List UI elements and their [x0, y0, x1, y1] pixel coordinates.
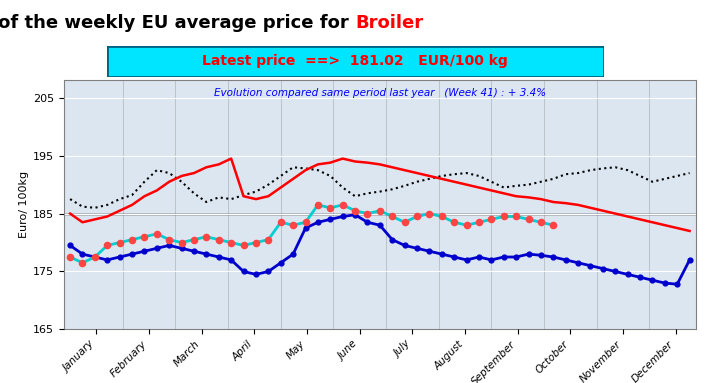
- Point: [324, 216, 336, 223]
- Text: Evolution compared same period last year   (Week 41) : + 3.4%: Evolution compared same period last year…: [214, 88, 546, 98]
- Point: [672, 281, 683, 287]
- Point: [486, 216, 497, 223]
- Point: [461, 257, 472, 263]
- Point: [647, 277, 658, 283]
- Point: [362, 211, 373, 217]
- Point: [238, 242, 249, 249]
- Point: [300, 219, 311, 225]
- Point: [263, 268, 274, 275]
- Point: [510, 213, 522, 219]
- Point: [77, 251, 88, 257]
- Point: [151, 245, 163, 251]
- Point: [449, 219, 460, 225]
- Y-axis label: Euro/ 100kg: Euro/ 100kg: [19, 171, 29, 239]
- Point: [176, 239, 187, 246]
- Point: [610, 268, 621, 275]
- Point: [188, 237, 200, 243]
- Text: Evolution of the weekly EU average price for: Evolution of the weekly EU average price…: [0, 14, 355, 32]
- Point: [436, 213, 447, 219]
- Point: [684, 257, 695, 263]
- Text: Broiler: Broiler: [355, 14, 423, 32]
- Point: [585, 263, 596, 269]
- Point: [411, 213, 422, 219]
- Point: [77, 260, 88, 266]
- Point: [349, 212, 361, 218]
- Point: [597, 265, 608, 272]
- Point: [114, 254, 126, 260]
- Point: [89, 254, 101, 260]
- Point: [362, 219, 373, 225]
- Point: [151, 231, 163, 237]
- Point: [226, 239, 237, 246]
- Point: [474, 254, 485, 260]
- Point: [288, 251, 299, 257]
- Point: [461, 222, 472, 228]
- Point: [560, 257, 572, 263]
- Point: [126, 237, 138, 243]
- Point: [523, 216, 534, 223]
- Point: [411, 245, 422, 251]
- Point: [201, 234, 212, 240]
- Point: [163, 242, 175, 249]
- Point: [337, 202, 349, 208]
- Point: [65, 254, 76, 260]
- Point: [102, 257, 113, 263]
- Point: [163, 237, 175, 243]
- Point: [263, 237, 274, 243]
- Point: [349, 208, 361, 214]
- Point: [510, 254, 522, 260]
- Point: [213, 237, 224, 243]
- Point: [634, 274, 645, 280]
- Point: [386, 237, 398, 243]
- Point: [238, 268, 249, 275]
- FancyBboxPatch shape: [106, 46, 604, 77]
- Point: [138, 248, 150, 254]
- Point: [201, 251, 212, 257]
- Point: [337, 213, 349, 219]
- Point: [622, 271, 633, 277]
- Point: [474, 219, 485, 225]
- Point: [498, 254, 510, 260]
- Point: [547, 254, 559, 260]
- Point: [424, 211, 435, 217]
- Point: [486, 257, 497, 263]
- Point: [324, 205, 336, 211]
- Point: [213, 254, 224, 260]
- Point: [547, 222, 559, 228]
- Point: [250, 271, 261, 277]
- Point: [275, 260, 286, 266]
- Point: [65, 242, 76, 249]
- Point: [188, 248, 200, 254]
- Point: [176, 245, 187, 251]
- Point: [374, 208, 386, 214]
- Text: Latest price  ==>  181.02   EUR/100 kg: Latest price ==> 181.02 EUR/100 kg: [202, 54, 508, 68]
- Point: [424, 248, 435, 254]
- Point: [102, 242, 113, 249]
- Point: [572, 260, 584, 266]
- Point: [126, 251, 138, 257]
- Point: [312, 219, 324, 225]
- Point: [114, 239, 126, 246]
- Point: [659, 280, 670, 286]
- Point: [89, 254, 101, 260]
- Point: [535, 252, 547, 259]
- Point: [386, 213, 398, 219]
- Point: [399, 242, 410, 249]
- Point: [535, 219, 547, 225]
- Point: [250, 239, 261, 246]
- Point: [300, 225, 311, 231]
- Point: [275, 219, 286, 225]
- Point: [399, 219, 410, 225]
- Point: [498, 213, 510, 219]
- Point: [449, 254, 460, 260]
- Point: [226, 257, 237, 263]
- Point: [312, 202, 324, 208]
- Point: [288, 222, 299, 228]
- Point: [436, 251, 447, 257]
- Point: [523, 251, 534, 257]
- Point: [374, 222, 386, 228]
- Point: [138, 234, 150, 240]
